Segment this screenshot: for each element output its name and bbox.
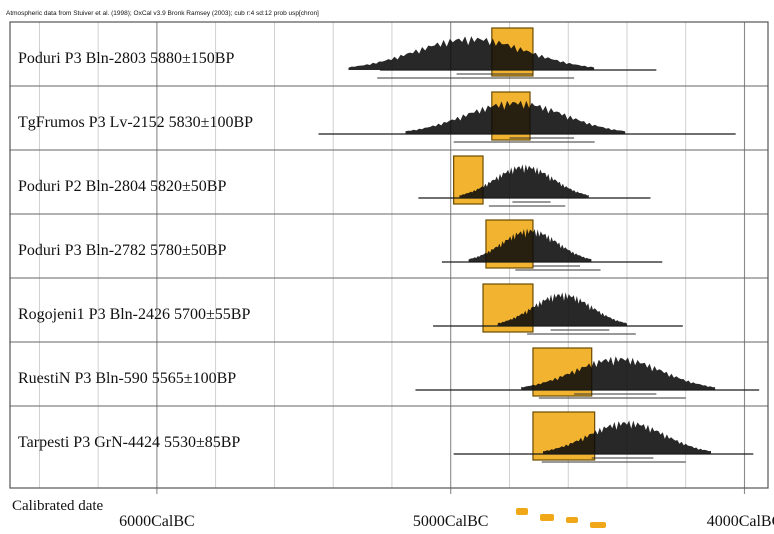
legend-swatch (540, 514, 554, 521)
series-label: TgFrumos P3 Lv-2152 5830±100BP (18, 114, 253, 131)
probability-distribution (543, 420, 711, 454)
probability-distribution (468, 228, 592, 262)
x-axis-title: Calibrated date (12, 498, 104, 514)
series-label: Poduri P3 Bln-2803 5880±150BP (18, 50, 234, 67)
chart-row: Poduri P3 Bln-2803 5880±150BP (18, 27, 657, 79)
chart-row: Poduri P3 Bln-2782 5780±50BP (10, 213, 768, 271)
chart-rows: Poduri P3 Bln-2803 5880±150BP TgFrumos P3… (10, 27, 768, 463)
plot-frame (9, 21, 769, 489)
chart-row: TgFrumos P3 Lv-2152 5830±100BP (10, 85, 768, 143)
probability-distribution (405, 100, 626, 134)
x-tick-label: 5000CalBC (413, 513, 489, 530)
series-label: Rogojeni1 P3 Bln-2426 5700±55BP (18, 306, 250, 323)
probability-distribution (521, 356, 716, 390)
chart-header-note: Atmospheric data from Stuiver et al. (19… (6, 10, 319, 17)
chart-row: Rogojeni1 P3 Bln-2426 5700±55BP (10, 277, 768, 335)
x-tick-label: 6000CalBC (119, 513, 195, 530)
chart-row: Poduri P2 Bln-2804 5820±50BP (10, 149, 768, 207)
legend-swatch (566, 517, 578, 523)
probability-distribution (497, 292, 627, 326)
probability-distribution (348, 36, 595, 70)
series-label: Poduri P3 Bln-2782 5780±50BP (18, 242, 226, 259)
series-label: Tarpesti P3 GrN-4424 5530±85BP (18, 434, 240, 451)
series-label: Poduri P2 Bln-2804 5820±50BP (18, 178, 226, 195)
series-label: RuestiN P3 Bln-590 5565±100BP (18, 370, 236, 387)
chart-row: RuestiN P3 Bln-590 5565±100BP (10, 341, 768, 399)
legend-swatch (516, 508, 528, 515)
chart-row: Tarpesti P3 GrN-4424 5530±85BP (10, 405, 768, 463)
probability-distribution (459, 164, 589, 198)
legend-swatch (590, 522, 606, 528)
